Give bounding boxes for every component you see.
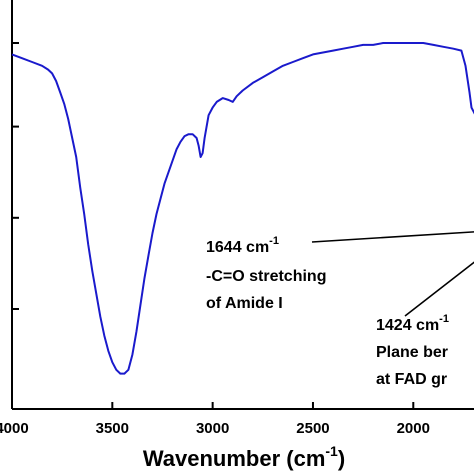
x-tick-label-3500: 3500: [96, 420, 129, 437]
annotation-amide-i-wavenumber: 1644 cm-1: [206, 235, 279, 256]
annotation-fad-line2: Plane ber: [376, 344, 448, 361]
x-axis-title: Wavenumber (cm-1): [143, 443, 345, 471]
annotation-fad: 1424 cm-1 Plane ber at FAD gr: [376, 261, 474, 388]
x-tick-label-3000: 3000: [196, 420, 229, 437]
annotation-amide-i: 1644 cm-1 -C=O stretching of Amide I: [206, 231, 474, 312]
annotation-fad-line3: at FAD gr: [376, 371, 447, 388]
x-ticks: 4000350030002500200015001000: [0, 402, 430, 437]
annotation-amide-i-line2: -C=O stretching: [206, 268, 326, 285]
x-tick-label-2000: 2000: [397, 420, 430, 437]
annotation-amide-i-arrow: [311, 231, 474, 243]
x-tick-label-4000: 4000: [0, 420, 29, 437]
annotation-fad-wavenumber: 1424 cm-1: [376, 313, 449, 334]
annotation-amide-i-line3: of Amide I: [206, 295, 283, 312]
spectrum-line: [11, 42, 474, 375]
y-ticks: [12, 42, 19, 310]
plot-axes: [11, 0, 474, 410]
x-tick-label-2500: 2500: [296, 420, 329, 437]
annotation-fad-arrow: [404, 261, 474, 317]
